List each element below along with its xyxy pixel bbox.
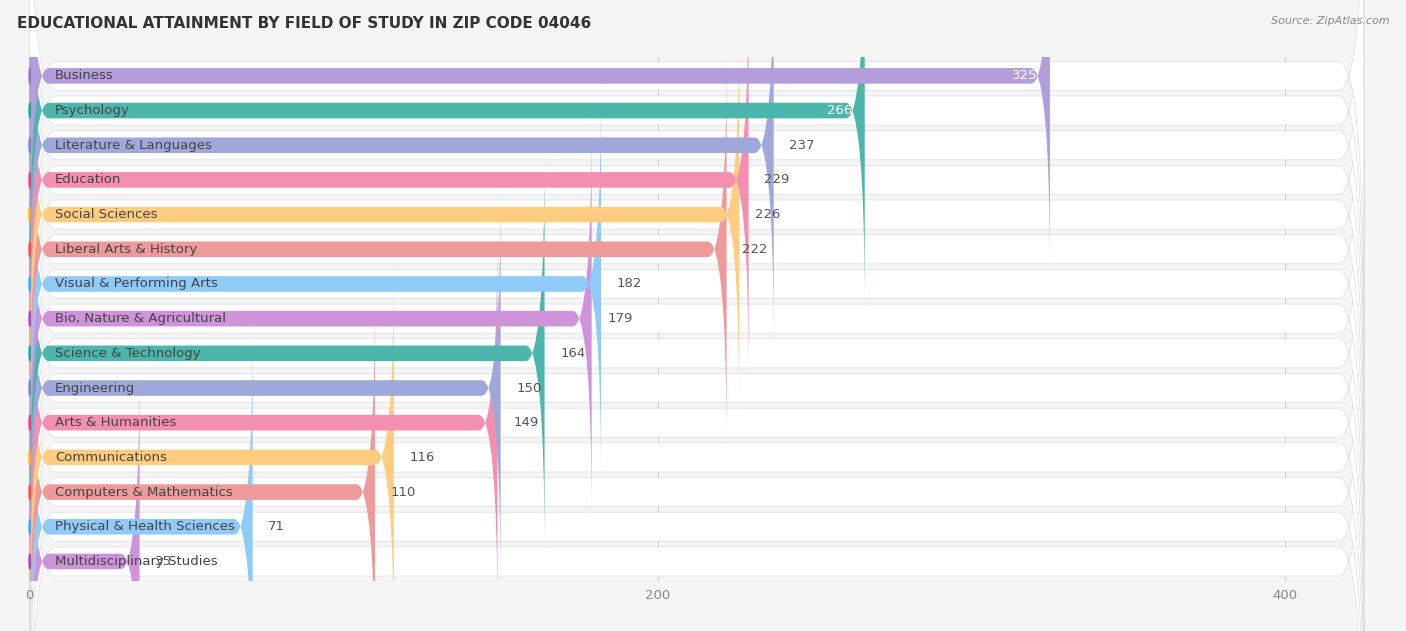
Text: Source: ZipAtlas.com: Source: ZipAtlas.com [1271,16,1389,26]
Text: 110: 110 [391,486,416,498]
Text: Engineering: Engineering [55,382,135,394]
Text: Liberal Arts & History: Liberal Arts & History [55,243,197,256]
Text: 266: 266 [827,104,852,117]
Text: 229: 229 [765,174,790,186]
Text: 116: 116 [409,451,434,464]
FancyBboxPatch shape [30,0,1364,374]
Text: 237: 237 [789,139,815,151]
Text: Business: Business [55,69,114,83]
FancyBboxPatch shape [30,222,498,623]
FancyBboxPatch shape [30,264,1364,631]
Text: Communications: Communications [55,451,167,464]
FancyBboxPatch shape [30,188,501,588]
FancyBboxPatch shape [30,125,1364,631]
Text: 149: 149 [513,416,538,429]
FancyBboxPatch shape [30,160,1364,631]
Text: Social Sciences: Social Sciences [55,208,157,221]
FancyBboxPatch shape [30,326,253,631]
FancyBboxPatch shape [30,0,865,311]
FancyBboxPatch shape [30,298,1364,631]
Text: 164: 164 [560,347,585,360]
FancyBboxPatch shape [30,0,1364,443]
FancyBboxPatch shape [30,84,600,484]
FancyBboxPatch shape [30,361,139,631]
Text: 182: 182 [617,278,643,290]
Text: Bio, Nature & Agricultural: Bio, Nature & Agricultural [55,312,226,325]
FancyBboxPatch shape [30,292,375,631]
Text: Multidisciplinary Studies: Multidisciplinary Studies [55,555,218,568]
FancyBboxPatch shape [30,49,727,450]
Text: 71: 71 [269,521,285,533]
FancyBboxPatch shape [30,0,773,346]
FancyBboxPatch shape [30,119,592,519]
Text: 150: 150 [516,382,541,394]
Text: EDUCATIONAL ATTAINMENT BY FIELD OF STUDY IN ZIP CODE 04046: EDUCATIONAL ATTAINMENT BY FIELD OF STUDY… [17,16,591,31]
Text: Computers & Mathematics: Computers & Mathematics [55,486,232,498]
Text: Literature & Languages: Literature & Languages [55,139,212,151]
Text: Education: Education [55,174,121,186]
Text: 179: 179 [607,312,633,325]
Text: Visual & Performing Arts: Visual & Performing Arts [55,278,218,290]
FancyBboxPatch shape [30,0,748,380]
FancyBboxPatch shape [30,15,740,415]
FancyBboxPatch shape [30,194,1364,631]
Text: 35: 35 [155,555,173,568]
FancyBboxPatch shape [30,0,1364,408]
Text: 325: 325 [1012,69,1038,83]
FancyBboxPatch shape [30,0,1364,478]
Text: 222: 222 [742,243,768,256]
Text: Science & Technology: Science & Technology [55,347,201,360]
FancyBboxPatch shape [30,90,1364,616]
Text: Psychology: Psychology [55,104,129,117]
Text: 226: 226 [755,208,780,221]
FancyBboxPatch shape [30,21,1364,547]
Text: Arts & Humanities: Arts & Humanities [55,416,176,429]
FancyBboxPatch shape [30,0,1050,276]
FancyBboxPatch shape [30,56,1364,582]
FancyBboxPatch shape [30,0,1364,339]
FancyBboxPatch shape [30,257,394,631]
FancyBboxPatch shape [30,229,1364,631]
Text: Physical & Health Sciences: Physical & Health Sciences [55,521,235,533]
FancyBboxPatch shape [30,153,544,553]
FancyBboxPatch shape [30,0,1364,512]
